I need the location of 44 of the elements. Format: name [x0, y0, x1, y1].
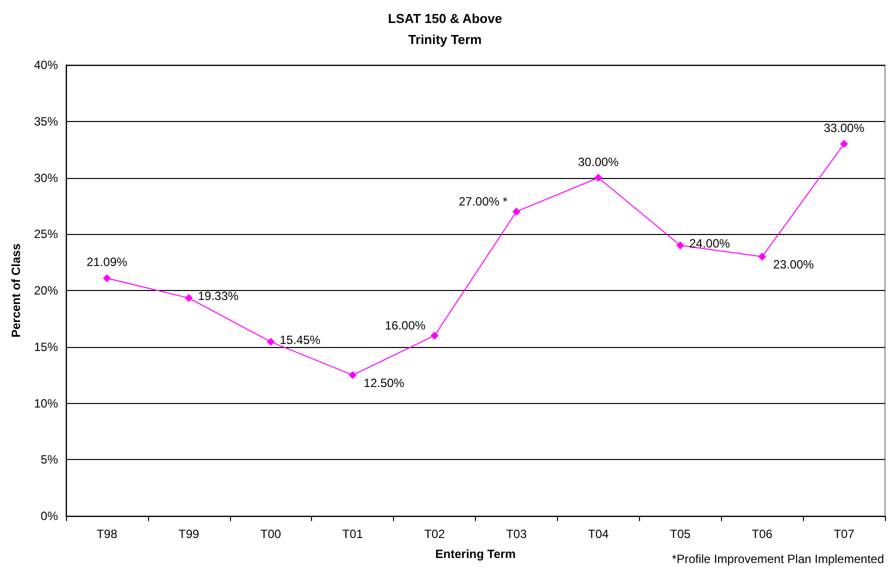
- data-label: 24.00%: [689, 236, 730, 250]
- chart-title: LSAT 150 & Above: [388, 11, 502, 26]
- y-tick-label: 20%: [34, 284, 58, 298]
- x-tick-label: T03: [506, 527, 528, 541]
- point: [430, 332, 439, 340]
- data-label: 12.50%: [364, 376, 405, 390]
- data-label: 30.00%: [578, 154, 620, 169]
- y-tick-label: 5%: [40, 452, 58, 467]
- data-label: 21.09%: [86, 255, 128, 270]
- y-axis-title: Percent of Class: [9, 243, 23, 338]
- data-label: 19.33%: [198, 289, 239, 304]
- chart-subtitle: Trinity Term: [408, 32, 482, 47]
- point: [348, 371, 357, 380]
- y-tick-label: 0%: [40, 509, 58, 523]
- y-tick-label: 25%: [34, 227, 58, 242]
- y-tick-label: 35%: [34, 114, 58, 128]
- x-tick-label: T05: [670, 527, 691, 541]
- point: [102, 274, 111, 282]
- point: [266, 338, 275, 346]
- x-tick-label: T07: [834, 527, 855, 541]
- text: *Profile Improvement Plan Implemented: [672, 552, 884, 566]
- data-label: 23.00%: [773, 258, 814, 272]
- point: [840, 140, 848, 148]
- point: [512, 208, 520, 216]
- y-tick-label: 10%: [34, 396, 58, 410]
- y-tick-label: 15%: [34, 340, 58, 354]
- data-label: 16.00%: [384, 318, 426, 333]
- y-tick-label: 40%: [34, 58, 58, 72]
- point: [184, 294, 193, 302]
- x-tick-label: T00: [260, 527, 282, 541]
- point: [758, 252, 766, 261]
- x-tick-label: T98: [96, 527, 118, 541]
- x-tick-label: T06: [752, 527, 773, 541]
- x-tick-label: T99: [178, 527, 200, 541]
- point: [676, 241, 684, 250]
- y-tick-label: 30%: [34, 170, 58, 185]
- point: [594, 174, 602, 182]
- x-tick-label: T04: [588, 527, 610, 541]
- data-label: 15.45%: [280, 332, 321, 347]
- data-label: 27.00% *: [458, 194, 508, 209]
- x-tick-label: T01: [342, 527, 364, 541]
- x-axis-title: Entering Term: [435, 547, 516, 561]
- data-label: 33.00%: [824, 120, 865, 135]
- x-tick-label: T02: [424, 527, 446, 541]
